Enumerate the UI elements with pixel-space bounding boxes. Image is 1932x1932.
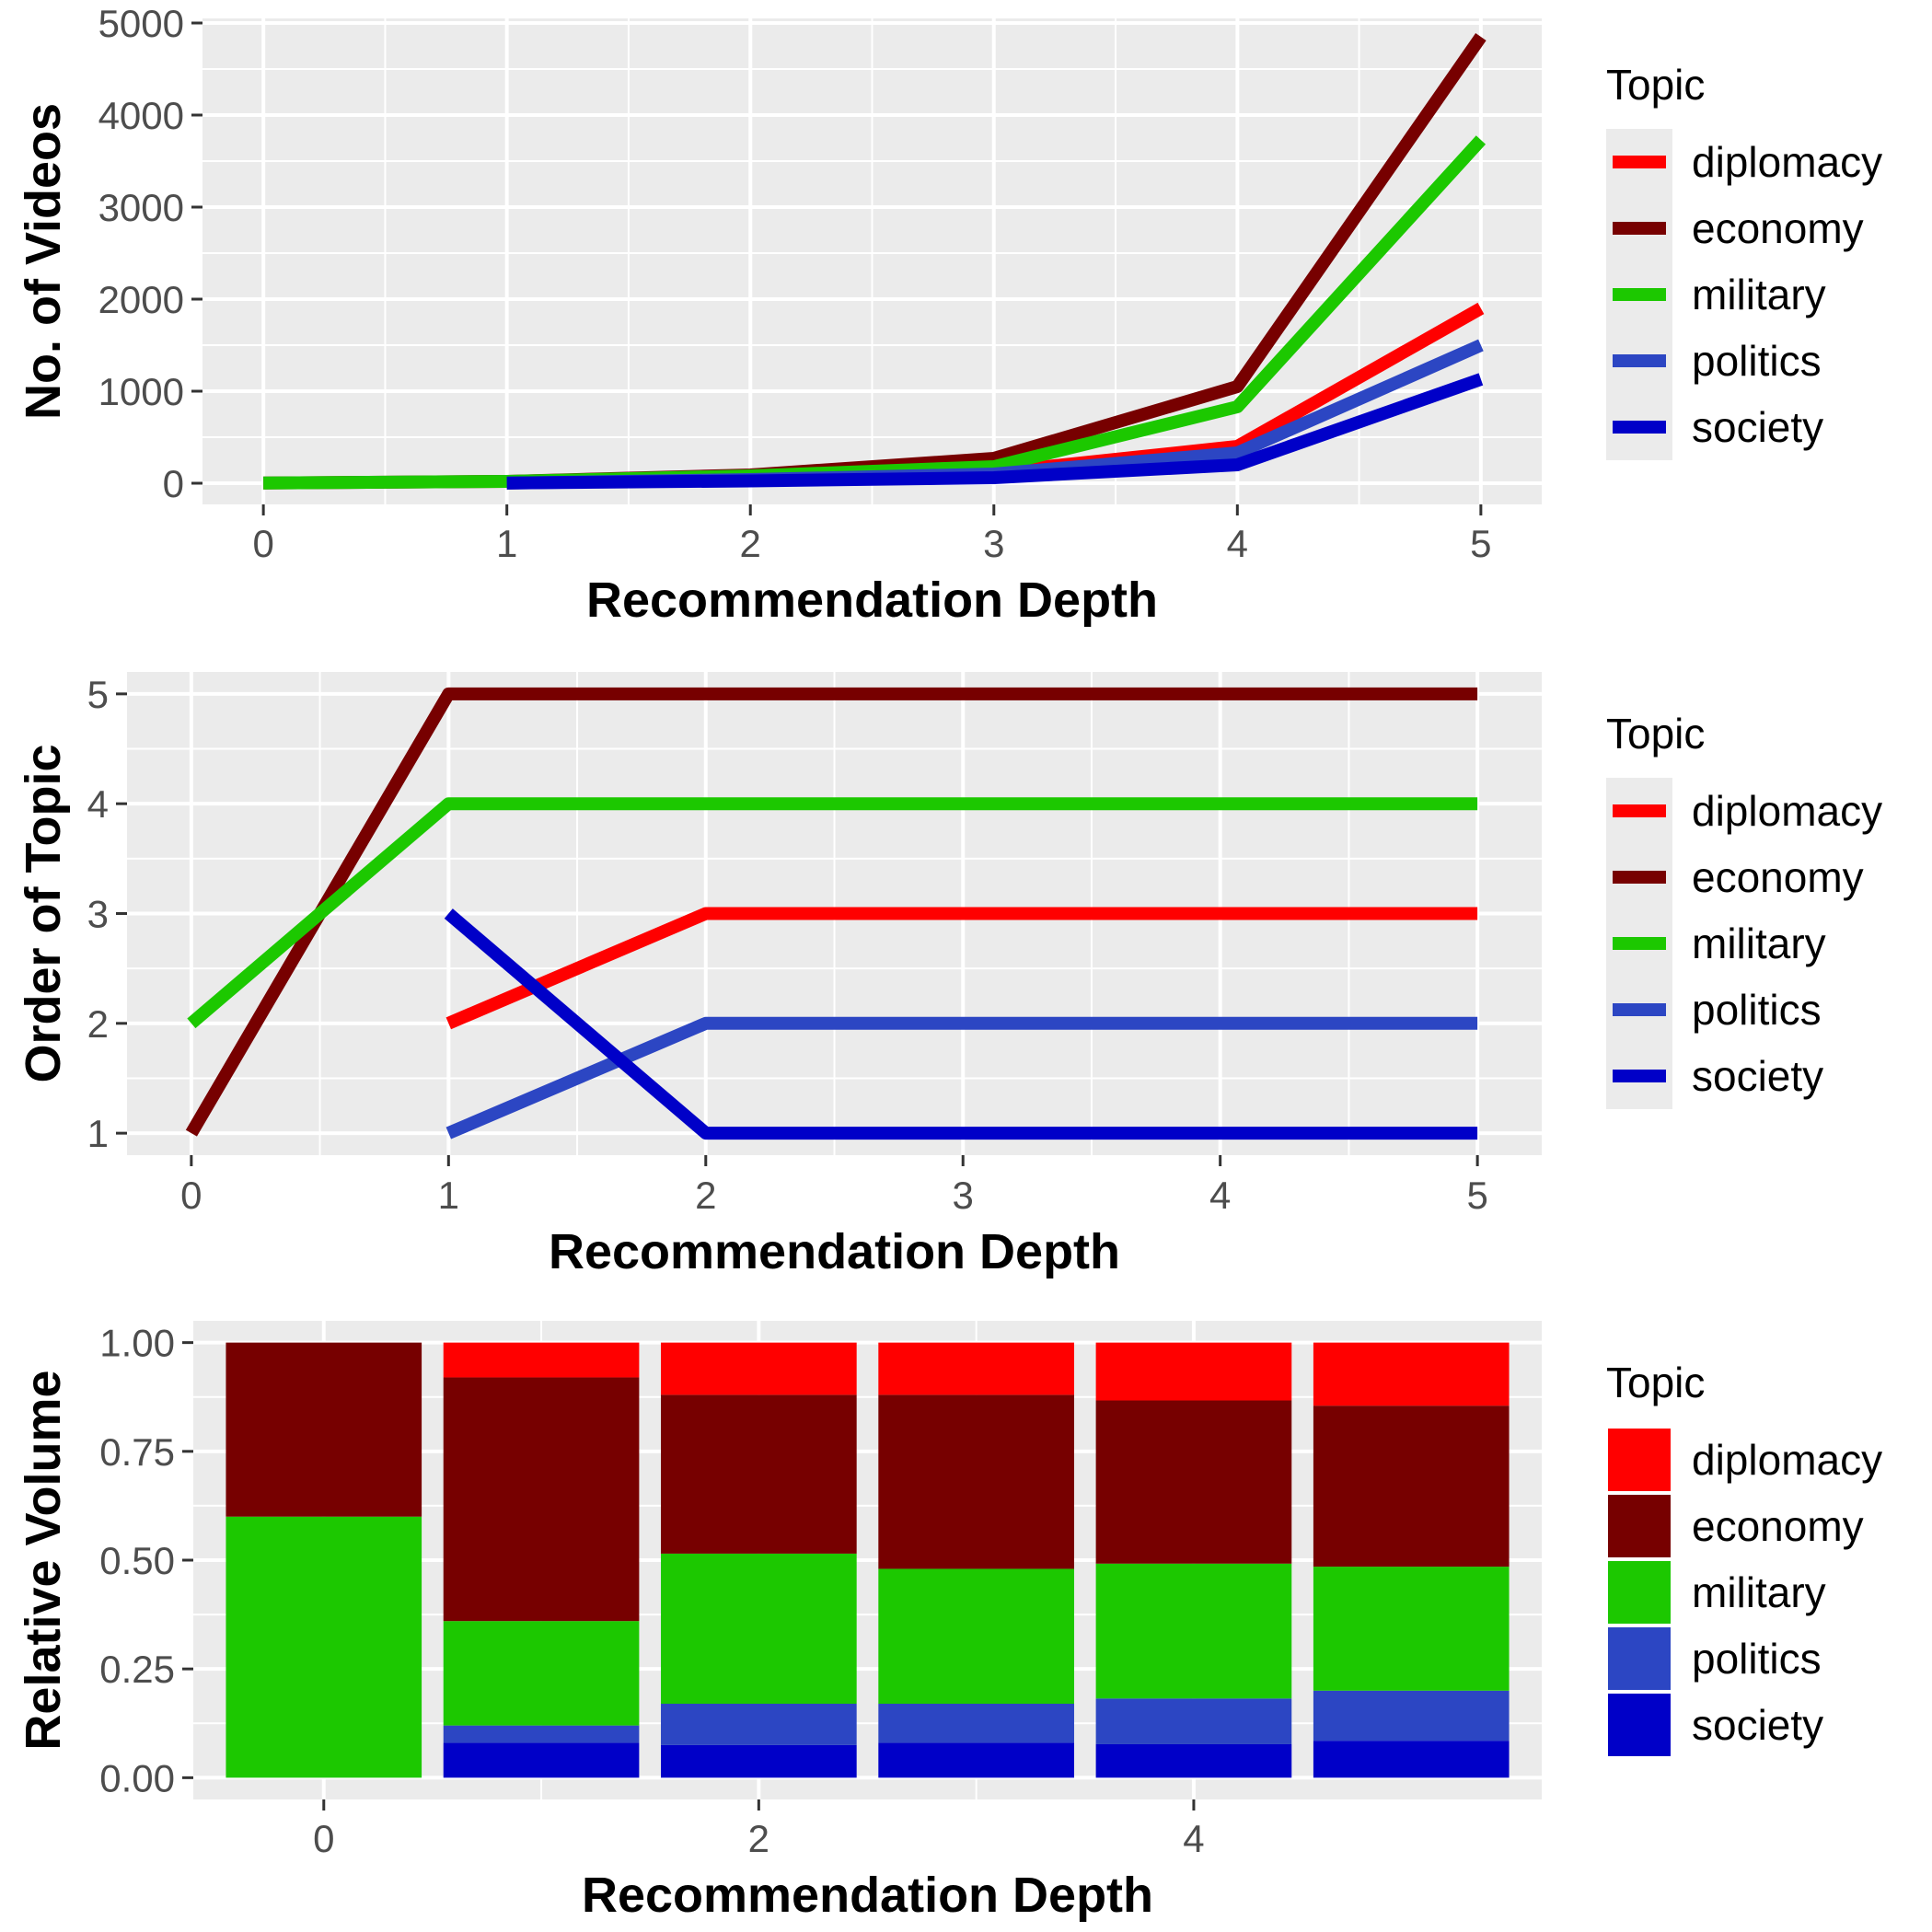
y-tick-label: 5 xyxy=(87,673,109,716)
bar-segment-politics xyxy=(661,1704,857,1745)
bar-segment-economy xyxy=(878,1394,1074,1569)
legend-title: Topic xyxy=(1606,1359,1705,1406)
chart-panel-3: 0.00 0.25 0.50 0.75 1.00 0 2 4 Recommendation De… xyxy=(16,1321,1882,1923)
legend-label-politics: politics xyxy=(1692,1635,1822,1683)
legend-label-diplomacy: diplomacy xyxy=(1692,1436,1882,1484)
chart-panel-2: 1 2 3 4 5 0 1 2 3 4 5 Recommendation Depth Order of … xyxy=(16,672,1882,1279)
x-tick-label: 2 xyxy=(748,1817,769,1860)
bar-segment-politics xyxy=(443,1725,640,1743)
bar-segment-diplomacy xyxy=(1313,1342,1510,1406)
bar-segment-military xyxy=(443,1621,640,1726)
bar-segment-society xyxy=(661,1744,857,1778)
x-tick-label: 5 xyxy=(1466,1174,1487,1217)
bar-segment-military xyxy=(1095,1563,1292,1699)
legend: Topic diplomacy economy military politics soc… xyxy=(1606,61,1882,460)
bar-segment-economy xyxy=(661,1394,857,1554)
bar-segment-military xyxy=(661,1553,857,1704)
bar-segment-economy xyxy=(1313,1406,1510,1568)
series-line-society xyxy=(444,908,1478,1140)
legend-label-society: society xyxy=(1692,403,1823,451)
y-tick-label: 2000 xyxy=(98,278,184,321)
bar-segment-politics xyxy=(1095,1698,1292,1744)
bar-segment-diplomacy xyxy=(878,1342,1074,1395)
legend-label-society: society xyxy=(1692,1701,1823,1749)
legend-label-society: society xyxy=(1692,1052,1823,1100)
legend-label-diplomacy: diplomacy xyxy=(1692,787,1882,835)
bar-segment-society xyxy=(443,1742,640,1778)
legend-label-diplomacy: diplomacy xyxy=(1692,138,1882,186)
bar-segment-diplomacy xyxy=(661,1342,857,1395)
y-tick-label: 0.25 xyxy=(99,1648,175,1691)
chart-panel-1: 0 1000 2000 3000 4000 5000 0 1 2 3 4 5 Recommendatio… xyxy=(16,2,1882,628)
x-tick-label: 3 xyxy=(953,1174,974,1217)
legend-label-economy: economy xyxy=(1692,853,1864,901)
y-tick-label: 0.00 xyxy=(99,1756,175,1799)
x-axis-title: Recommendation Depth xyxy=(582,1868,1153,1923)
bar-segment-politics xyxy=(878,1704,1074,1743)
x-tick-label: 4 xyxy=(1183,1817,1204,1860)
x-tick-label: 0 xyxy=(252,522,273,565)
bar-segment-society xyxy=(1313,1741,1510,1778)
y-tick-label: 0.50 xyxy=(99,1539,175,1582)
legend-title: Topic xyxy=(1606,61,1705,109)
y-tick-label: 1 xyxy=(87,1112,109,1155)
x-tick-label: 4 xyxy=(1227,522,1248,565)
y-tick-label: 4 xyxy=(87,782,109,826)
x-tick-label: 0 xyxy=(313,1817,334,1860)
legend-label-politics: politics xyxy=(1692,337,1822,385)
bar-segment-economy xyxy=(443,1377,640,1622)
bar-segment-diplomacy xyxy=(443,1342,640,1378)
legend-label-economy: economy xyxy=(1692,204,1864,252)
legend-key-military xyxy=(1606,1559,1672,1625)
series-line-diplomacy xyxy=(445,907,1478,1030)
bar-segment-economy xyxy=(226,1342,422,1517)
bar-segment-diplomacy xyxy=(1095,1342,1292,1401)
y-tick-label: 3000 xyxy=(98,186,184,229)
legend-key-society xyxy=(1606,1692,1672,1758)
x-axis-title: Recommendation Depth xyxy=(586,573,1158,628)
bar-segment-military xyxy=(878,1568,1074,1704)
y-tick-label: 1.00 xyxy=(99,1322,175,1365)
legend-key-diplomacy xyxy=(1606,1427,1672,1493)
x-tick-label: 1 xyxy=(438,1174,459,1217)
series-line-society xyxy=(506,373,1484,490)
legend-key-politics xyxy=(1606,1625,1672,1692)
bar-segment-military xyxy=(1313,1567,1510,1691)
y-axis-title: Order of Topic xyxy=(16,744,71,1082)
legend: Topic diplomacy economy military politics soc… xyxy=(1606,710,1882,1109)
y-tick-label: 0.75 xyxy=(99,1430,175,1474)
series-line-military xyxy=(187,797,1478,1029)
legend-key-economy xyxy=(1606,1493,1672,1559)
y-axis-title: No. of Videos xyxy=(16,103,71,420)
bar-segment-economy xyxy=(1095,1400,1292,1564)
y-tick-label: 5000 xyxy=(98,2,184,45)
legend: Topic diplomacy economy military politics soc… xyxy=(1606,1359,1882,1758)
x-tick-label: 0 xyxy=(180,1174,202,1217)
y-tick-label: 1000 xyxy=(98,370,184,413)
bar-segment-military xyxy=(226,1516,422,1778)
bar-segment-politics xyxy=(1313,1690,1510,1741)
legend-title: Topic xyxy=(1606,710,1705,758)
x-tick-label: 2 xyxy=(695,1174,716,1217)
y-tick-label: 3 xyxy=(87,893,109,936)
legend-label-military: military xyxy=(1692,271,1826,318)
bar-segment-society xyxy=(878,1742,1074,1778)
series-line-economy xyxy=(185,687,1478,1137)
x-tick-label: 3 xyxy=(983,522,1004,565)
y-tick-label: 4000 xyxy=(98,94,184,137)
legend-label-military: military xyxy=(1692,920,1826,967)
x-axis-title: Recommendation Depth xyxy=(549,1224,1120,1279)
legend-label-politics: politics xyxy=(1692,986,1822,1034)
bar-segment-society xyxy=(1095,1743,1292,1778)
y-tick-label: 2 xyxy=(87,1002,109,1046)
y-tick-label: 0 xyxy=(163,462,184,505)
x-tick-label: 5 xyxy=(1470,522,1491,565)
legend-label-military: military xyxy=(1692,1568,1826,1616)
x-tick-label: 1 xyxy=(496,522,517,565)
x-tick-label: 4 xyxy=(1209,1174,1231,1217)
x-tick-label: 2 xyxy=(740,522,761,565)
legend-label-economy: economy xyxy=(1692,1502,1864,1550)
y-axis-title: Relative Volume xyxy=(16,1370,71,1750)
